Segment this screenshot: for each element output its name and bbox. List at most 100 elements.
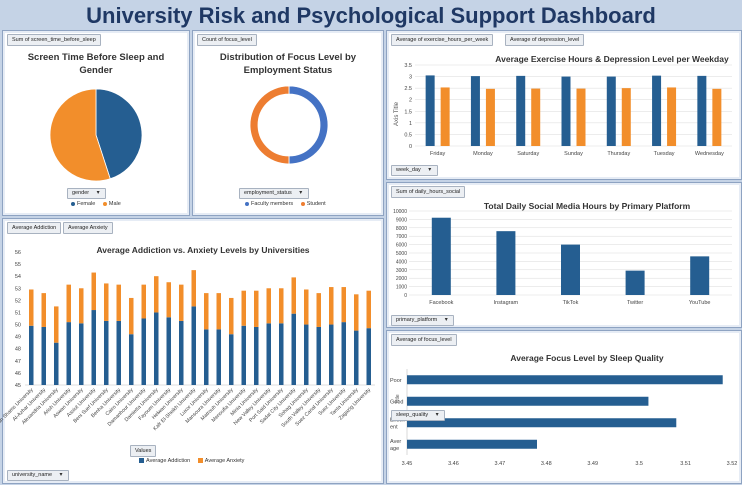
doughnut-slice-0 xyxy=(288,85,329,165)
y-tick-label: 0 xyxy=(409,144,412,150)
x-tick-label: 3.5 xyxy=(635,461,643,467)
bar-friday-1 xyxy=(440,87,450,146)
x-tick-label: 3.52 xyxy=(727,461,738,467)
bar-addiction xyxy=(54,342,59,385)
exercise-depression-chart-title: Average Exercise Hours & Depression Leve… xyxy=(495,54,729,64)
exercise-depression-chart: 0 0.5 1 1.5 2 2.5 3 3.5 Friday Monday Saturday Sund… xyxy=(404,63,732,157)
bar-addiction xyxy=(279,323,284,385)
y-tick-label: 4000 xyxy=(396,259,407,265)
focus-sleep-field-tag[interactable]: Average of focus_level xyxy=(391,334,457,346)
bar-anxiety xyxy=(341,287,346,323)
depression-field-tag[interactable]: Average of depression_level xyxy=(505,34,585,46)
legend-faculty-marker xyxy=(245,201,249,206)
employment-status-slicer-label: employment_status xyxy=(244,190,292,196)
bar-sleep-1 xyxy=(407,396,649,406)
bar-youtube xyxy=(690,256,710,295)
legend-faculty: Faculty members xyxy=(251,201,294,207)
social-media-chart-title: Total Daily Social Media Hours by Primar… xyxy=(483,201,691,211)
doughnut-slice-1 xyxy=(249,85,290,165)
bar-addiction xyxy=(166,317,171,385)
y-tick-label: 46 xyxy=(15,371,21,377)
bar-anxiety xyxy=(329,287,334,325)
y-tick-label: 8000 xyxy=(396,226,407,232)
focus-employment-panel: Count of focus_level Distribution of Foc… xyxy=(192,30,384,216)
chevron-down-icon[interactable]: ▾ xyxy=(96,190,100,196)
addiction-field-tag[interactable]: Average Addiction xyxy=(7,222,62,234)
bar-addiction xyxy=(304,324,309,385)
x-tick-label: YouTube xyxy=(689,300,711,306)
screen-time-pie xyxy=(49,88,143,182)
pie-slice-female xyxy=(95,88,143,180)
x-tick-label: Facebook xyxy=(429,300,453,306)
bar-addiction xyxy=(254,326,259,385)
social-media-field-tag[interactable]: Sum of daily_hours_social xyxy=(391,186,466,198)
bar-twitter xyxy=(625,270,645,295)
y-axis-title: Title xyxy=(395,394,401,403)
bar-wednesday-0 xyxy=(697,75,707,146)
exercise-field-tag[interactable]: Average of exercise_hours_per_week xyxy=(391,34,494,46)
screen-time-field-tag[interactable]: Sum of screen_time_before_sleep xyxy=(7,34,101,46)
legend-anxiety-swatch xyxy=(197,458,203,464)
legend-male-marker xyxy=(102,201,107,206)
employment-status-slicer[interactable]: employment_status ▾ xyxy=(239,188,309,199)
bar-saturday-1 xyxy=(531,88,541,146)
bar-addiction xyxy=(291,313,296,385)
chevron-down-icon[interactable]: ▾ xyxy=(428,167,432,173)
bar-anxiety xyxy=(91,272,96,311)
y-tick-label: 56 xyxy=(15,250,21,256)
bar-anxiety xyxy=(179,284,184,321)
chevron-down-icon[interactable]: ▾ xyxy=(435,412,439,418)
gender-slicer[interactable]: gender ▾ xyxy=(67,188,107,199)
bar-anxiety xyxy=(229,297,234,335)
x-tick-label: Wednesday xyxy=(695,151,724,157)
legend-student-marker xyxy=(300,201,305,206)
anxiety-field-tag[interactable]: Average Anxiety xyxy=(63,222,113,234)
focus-sleep-panel: Average of focus_level Average Focus Lev… xyxy=(386,330,742,484)
primary-platform-slicer[interactable]: primary_platform ▾ xyxy=(391,315,455,326)
y-tick-label: 52 xyxy=(15,298,21,304)
y-tick-label: 50 xyxy=(15,323,21,329)
bar-addiction xyxy=(91,310,96,385)
bar-tuesday-1 xyxy=(667,87,677,146)
y-tick-label: 53 xyxy=(15,286,21,292)
values-field-tag[interactable]: Values xyxy=(130,445,157,457)
focus-employment-field-tag[interactable]: Count of focus_level xyxy=(197,34,257,46)
bar-anxiety xyxy=(191,270,196,307)
bar-anxiety xyxy=(66,284,71,323)
bar-anxiety xyxy=(279,288,284,324)
primary-platform-slicer-label: primary_platform xyxy=(396,317,438,323)
bar-addiction xyxy=(229,334,234,385)
bar-anxiety xyxy=(204,293,209,330)
chevron-down-icon[interactable]: ▾ xyxy=(444,317,448,323)
week-day-slicer[interactable]: week_day ▾ xyxy=(391,165,438,176)
bar-facebook xyxy=(431,217,451,295)
bar-addiction xyxy=(129,334,134,385)
addiction-anxiety-panel: Average Addiction Average Anxiety Averag… xyxy=(0,218,384,484)
bar-tuesday-0 xyxy=(652,75,662,146)
bar-anxiety xyxy=(79,288,84,324)
y-tick-label: 1 xyxy=(409,121,412,127)
bar-addiction xyxy=(241,325,246,385)
bar-saturday-0 xyxy=(516,75,526,146)
bar-anxiety xyxy=(29,289,34,326)
y-tick-label: 2.5 xyxy=(404,86,412,92)
bar-addiction xyxy=(366,328,371,385)
bar-addiction xyxy=(316,326,321,385)
y-tick-label: 54 xyxy=(15,274,21,280)
bar-addiction xyxy=(141,318,146,385)
bar-anxiety xyxy=(166,282,171,318)
bar-tiktok xyxy=(561,244,580,295)
screen-time-panel: Sum of screen_time_before_sleep Screen T… xyxy=(2,30,190,216)
sleep-quality-slicer[interactable]: sleep_quality ▾ xyxy=(391,410,446,421)
bar-monday-0 xyxy=(470,76,480,146)
gender-slicer-label: gender xyxy=(72,190,90,196)
y-tick-label: 47 xyxy=(15,359,21,365)
bar-addiction xyxy=(66,322,71,385)
x-tick-label: TikTok xyxy=(563,300,579,306)
chevron-down-icon[interactable]: ▾ xyxy=(59,472,63,478)
university-name-slicer[interactable]: university_name ▾ xyxy=(7,470,70,481)
chevron-down-icon[interactable]: ▾ xyxy=(299,190,303,196)
x-tick-label: 3.45 xyxy=(402,461,413,467)
bar-anxiety xyxy=(366,290,371,329)
